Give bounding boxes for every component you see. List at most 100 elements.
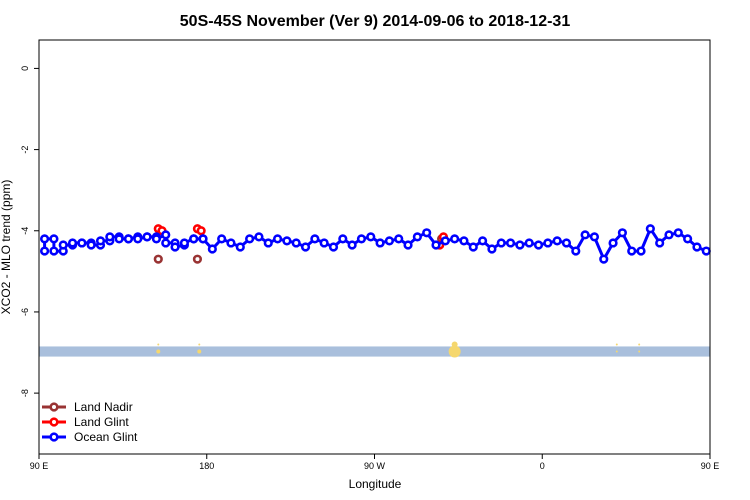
data-point (524, 238, 534, 248)
legend-marker (49, 417, 59, 427)
land-mark-top (198, 343, 201, 346)
data-point (310, 234, 320, 244)
data-point (468, 242, 478, 252)
data-point (422, 228, 432, 238)
data-point (245, 234, 255, 244)
y-axis-ticks: 0 -2 -4 -6 -8 (20, 66, 39, 397)
data-point (105, 232, 115, 242)
land-mark-top (638, 343, 641, 346)
legend-label: Land Nadir (74, 400, 133, 414)
data-point (366, 232, 376, 242)
land-mark-top (615, 343, 618, 346)
data-point (196, 226, 206, 236)
data-point (189, 234, 199, 244)
data-point (254, 232, 264, 242)
data-point (394, 234, 404, 244)
data-point (636, 246, 646, 256)
data-point (533, 240, 544, 250)
data-point (192, 254, 203, 264)
data-point (627, 246, 637, 256)
data-point (67, 238, 78, 248)
data-point (235, 242, 245, 252)
series-ocean-glint (39, 224, 711, 264)
y-tick-label: -2 (20, 146, 30, 154)
data-point (608, 238, 618, 248)
data-point (86, 240, 96, 250)
data-point (39, 234, 50, 244)
legend-marker (49, 432, 59, 442)
data-point (505, 238, 516, 248)
legend-label: Land Glint (74, 415, 129, 429)
data-point (58, 240, 68, 250)
data-point (459, 236, 469, 246)
data-point (664, 230, 674, 240)
data-point (450, 234, 460, 244)
data-point (133, 234, 143, 244)
data-point (114, 234, 124, 244)
data-point (478, 236, 488, 246)
data-point (617, 228, 627, 238)
data-point (692, 242, 702, 252)
land-mark-top (157, 343, 160, 346)
land-mark (448, 345, 461, 358)
data-point (170, 242, 180, 252)
data-point (161, 230, 171, 240)
data-point (282, 236, 292, 246)
x-tick-label: 90 W (364, 461, 386, 471)
legend-label: Ocean Glint (74, 430, 138, 444)
data-point (496, 238, 506, 248)
data-point (645, 224, 655, 234)
data-point (272, 234, 283, 244)
y-tick-label: 0 (20, 66, 30, 71)
data-point (356, 234, 367, 244)
x-tick-label: 90 E (701, 461, 720, 471)
land-mark (156, 349, 161, 354)
data-point (440, 236, 450, 246)
data-point (153, 254, 163, 264)
legend-item-land-nadir: Land Nadir (42, 400, 133, 414)
data-point (701, 246, 711, 256)
data-point (487, 244, 497, 254)
data-point (552, 236, 562, 246)
x-axis-ticks: 90 E 180 90 W 0 90 E (30, 454, 720, 471)
data-point (375, 238, 385, 248)
data-point (77, 238, 87, 248)
land-mark (197, 349, 202, 354)
data-point (49, 246, 59, 256)
data-point (319, 238, 329, 248)
land-mark-top (451, 341, 458, 348)
data-point (123, 234, 134, 244)
y-axis-label: XCO2 - MLO trend (ppm) (0, 180, 13, 315)
data-point (39, 246, 50, 256)
data-point (49, 234, 59, 244)
x-tick-label: 90 E (30, 461, 49, 471)
series-line (43, 225, 707, 263)
ocean-band (39, 346, 710, 357)
data-point (580, 230, 590, 240)
data-point (599, 254, 609, 264)
data-point (95, 236, 106, 246)
land-mark (638, 350, 641, 353)
y-tick-label: -6 (20, 308, 30, 316)
data-point (683, 234, 693, 244)
data-point (328, 242, 339, 252)
data-point (431, 240, 441, 250)
data-point (161, 238, 171, 248)
data-point (571, 246, 581, 256)
data-point (403, 240, 413, 250)
data-point (300, 242, 311, 252)
data-point (338, 234, 348, 244)
chart-title: 50S-45S November (Ver 9) 2014-09-06 to 2… (180, 13, 571, 30)
legend-marker (49, 402, 59, 412)
data-point (207, 244, 217, 254)
data-point (263, 238, 273, 248)
data-point (673, 228, 683, 238)
data-point (226, 238, 236, 248)
legend-item-land-glint: Land Glint (42, 415, 129, 429)
land-mark (615, 350, 618, 353)
y-tick-label: -8 (20, 389, 30, 397)
data-point (217, 234, 227, 244)
data-point (412, 232, 422, 242)
